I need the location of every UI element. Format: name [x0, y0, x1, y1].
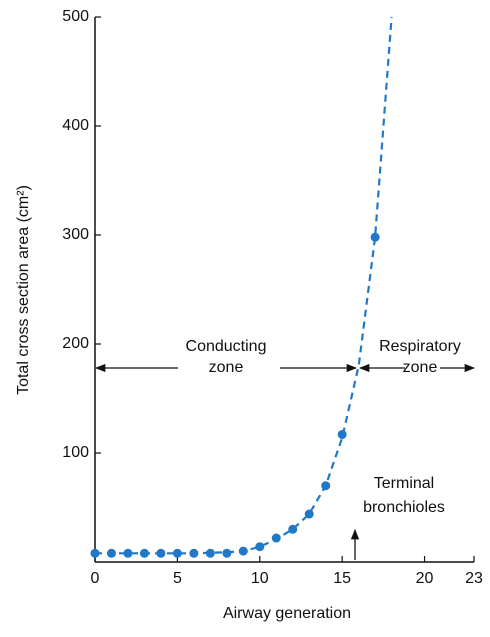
- y-tick-label: 100: [62, 444, 89, 461]
- data-point: [189, 548, 199, 558]
- data-point: [337, 429, 347, 439]
- fit-curve: [95, 16, 393, 555]
- y-tick-label: 200: [62, 335, 89, 352]
- data-point: [238, 546, 248, 556]
- data-point: [90, 548, 100, 558]
- data-point: [370, 232, 380, 242]
- data-point: [172, 548, 182, 558]
- y-tick-label: 500: [62, 8, 89, 25]
- data-point: [321, 481, 331, 491]
- x-tick-label: 5: [173, 570, 182, 587]
- annotation: zone: [403, 359, 438, 376]
- data-point: [271, 533, 281, 543]
- y-tick-label: 300: [62, 226, 89, 243]
- x-tick-label: 23: [465, 570, 483, 587]
- annotation: Terminal: [374, 475, 434, 492]
- data-point: [304, 509, 314, 519]
- data-point: [222, 548, 232, 558]
- data-point: [205, 548, 215, 558]
- data-point: [255, 542, 265, 552]
- y-tick-label: 400: [62, 117, 89, 134]
- x-tick-label: 20: [416, 570, 434, 587]
- annotation: zone: [209, 359, 244, 376]
- data-point: [156, 548, 166, 558]
- data-point: [106, 548, 116, 558]
- x-tick-label: 10: [251, 570, 269, 587]
- annotation: Conducting: [186, 338, 267, 355]
- y-axis-title: Total cross section area (cm²): [15, 185, 32, 395]
- data-point: [288, 524, 298, 534]
- x-tick-label: 0: [91, 570, 100, 587]
- data-point: [123, 548, 133, 558]
- x-tick-label: 15: [333, 570, 351, 587]
- data-point: [139, 548, 149, 558]
- annotation: bronchioles: [363, 499, 445, 516]
- x-axis-title: Airway generation: [223, 605, 351, 622]
- annotation: Respiratory: [379, 338, 461, 355]
